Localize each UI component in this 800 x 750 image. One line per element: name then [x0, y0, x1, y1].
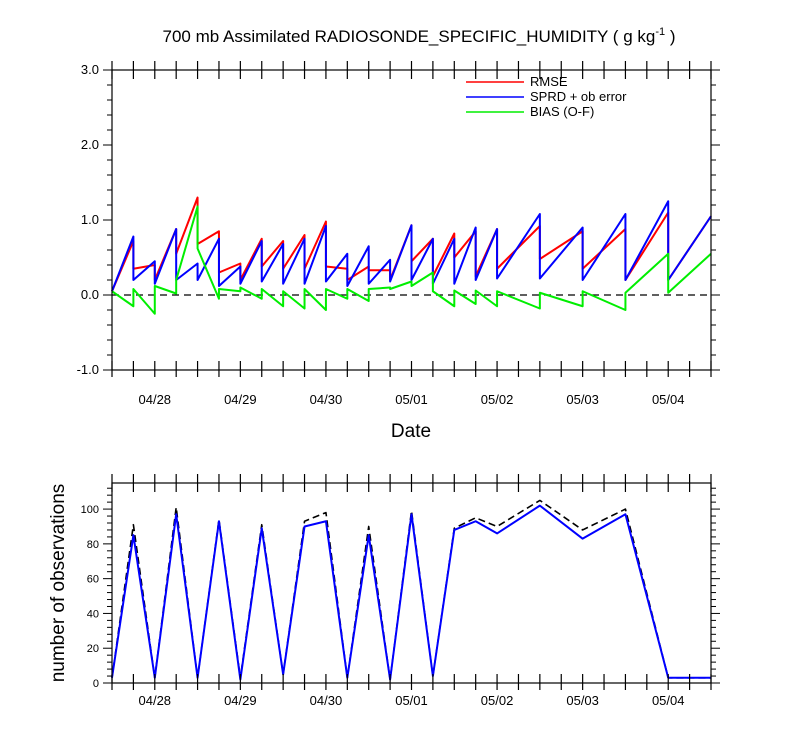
x-tick-label: 05/03: [566, 392, 599, 407]
y-tick-label: 0: [93, 678, 99, 690]
x-tick-label: 04/30: [310, 693, 343, 708]
top-series-line-bias-o-f-: [111, 205, 712, 315]
top-x-axis-label: Date: [391, 421, 431, 442]
x-tick-label: 05/02: [481, 693, 514, 708]
y-tick-label: 1.0: [81, 212, 99, 227]
chart-title: 700 mb Assimilated RADIOSONDE_SPECIFIC_H…: [163, 26, 676, 46]
x-tick-label: 05/01: [395, 392, 428, 407]
y-tick-label: 60: [87, 574, 99, 586]
x-tick-label: 05/01: [395, 693, 428, 708]
y-tick-label: -1.0: [77, 362, 99, 377]
y-tick-label: 0.0: [81, 287, 99, 302]
y-tick-label: 40: [87, 608, 99, 620]
y-tick-label: 100: [81, 504, 99, 516]
bottom-panel: 04/28 04/29 04/30 05/01 05/02 05/03 05/04 0 20 40…: [48, 474, 720, 708]
top-series-line-sprd-ob-error: [111, 200, 712, 292]
x-tick-label: 04/28: [139, 392, 172, 407]
top-ticks-group: 04/28 04/29 04/30 05/01 05/02 05/03 05/04 -1.0 0…: [77, 61, 720, 407]
x-tick-label: 05/03: [566, 693, 599, 708]
y-tick-label: 80: [87, 539, 99, 551]
y-tick-label: 3.0: [81, 62, 99, 77]
legend-label: RMSE: [530, 74, 568, 89]
legend-label: SPRD + ob error: [530, 89, 627, 104]
x-tick-label: 04/30: [310, 392, 343, 407]
bottom-series-line-assimilated: [111, 504, 711, 681]
y-tick-label: 20: [87, 643, 99, 655]
bottom-y-axis-label: number of observations: [48, 484, 69, 683]
x-tick-label: 04/29: [224, 392, 257, 407]
bottom-series-group: [111, 499, 711, 681]
x-tick-label: 04/28: [139, 693, 172, 708]
bottom-ticks-group: 04/28 04/29 04/30 05/01 05/02 05/03 05/04 0 20 40…: [81, 474, 720, 708]
x-tick-label: 05/04: [652, 392, 685, 407]
x-tick-label: 04/29: [224, 693, 257, 708]
y-tick-label: 2.0: [81, 137, 99, 152]
x-tick-label: 05/02: [481, 392, 514, 407]
top-panel: 04/28 04/29 04/30 05/01 05/02 05/03 05/04 -1.0 0…: [77, 61, 720, 442]
x-tick-label: 05/04: [652, 693, 685, 708]
legend-label: BIAS (O-F): [530, 104, 594, 119]
top-series-group: [111, 196, 712, 315]
